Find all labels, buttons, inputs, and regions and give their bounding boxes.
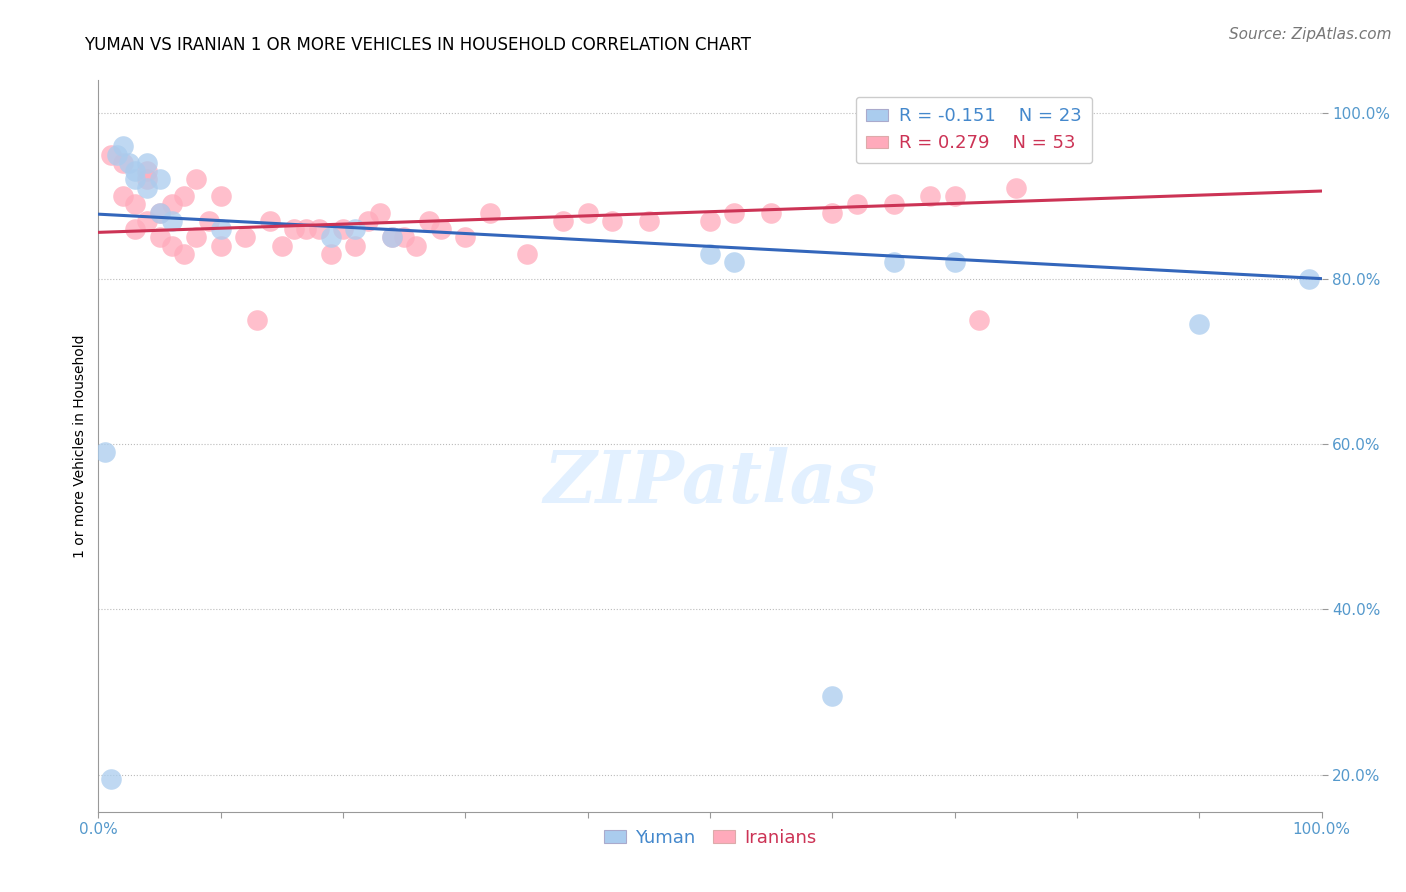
Point [332, 222, 354, 236]
Point [149, 172, 172, 186]
Point [1004, 180, 1026, 194]
Point [761, 205, 783, 219]
Point [405, 238, 427, 252]
Text: Source: ZipAtlas.com: Source: ZipAtlas.com [1229, 27, 1392, 42]
Point [270, 238, 294, 252]
Point [356, 214, 378, 228]
Legend: Yuman, Iranians: Yuman, Iranians [596, 822, 824, 854]
Point [233, 230, 256, 244]
Point [149, 205, 172, 219]
Point [283, 222, 305, 236]
Point [93, 445, 115, 459]
Point [197, 214, 219, 228]
Point [381, 230, 404, 244]
Point [124, 172, 146, 186]
Point [186, 172, 208, 186]
Point [111, 189, 134, 203]
Point [600, 214, 623, 228]
Point [454, 230, 477, 244]
Point [186, 230, 208, 244]
Point [209, 238, 232, 252]
Point [308, 222, 330, 236]
Point [209, 189, 232, 203]
Point [319, 247, 342, 261]
Text: ZIPatlas: ZIPatlas [543, 447, 877, 518]
Text: YUMAN VS IRANIAN 1 OR MORE VEHICLES IN HOUSEHOLD CORRELATION CHART: YUMAN VS IRANIAN 1 OR MORE VEHICLES IN H… [84, 36, 751, 54]
Point [344, 222, 367, 236]
Point [160, 197, 183, 211]
Point [381, 230, 404, 244]
Point [136, 180, 159, 194]
Point [553, 214, 575, 228]
Point [576, 205, 599, 219]
Point [209, 222, 232, 236]
Point [136, 156, 159, 170]
Point [883, 255, 905, 269]
Point [883, 197, 905, 211]
Point [111, 139, 134, 153]
Point [100, 772, 122, 786]
Point [723, 205, 745, 219]
Point [124, 197, 146, 211]
Point [160, 214, 183, 228]
Point [699, 214, 721, 228]
Point [392, 230, 416, 244]
Point [124, 222, 146, 236]
Point [478, 205, 501, 219]
Point [368, 205, 391, 219]
Point [723, 255, 745, 269]
Point [943, 255, 966, 269]
Point [105, 147, 128, 161]
Point [259, 214, 281, 228]
Point [246, 313, 269, 327]
Point [1188, 317, 1211, 331]
Point [295, 222, 318, 236]
Point [845, 197, 868, 211]
Point [173, 247, 195, 261]
Point [136, 164, 159, 178]
Point [821, 689, 844, 703]
Point [118, 156, 141, 170]
Point [344, 238, 367, 252]
Y-axis label: 1 or more Vehicles in Household: 1 or more Vehicles in Household [73, 334, 87, 558]
Point [967, 313, 990, 327]
Point [319, 230, 342, 244]
Point [136, 214, 159, 228]
Point [821, 205, 844, 219]
Point [136, 172, 159, 186]
Point [100, 147, 122, 161]
Point [111, 156, 134, 170]
Point [149, 230, 172, 244]
Point [149, 205, 172, 219]
Point [173, 189, 195, 203]
Point [699, 247, 721, 261]
Point [1298, 271, 1320, 285]
Point [515, 247, 537, 261]
Point [124, 164, 146, 178]
Point [637, 214, 661, 228]
Point [430, 222, 453, 236]
Point [160, 238, 183, 252]
Point [418, 214, 440, 228]
Point [920, 189, 942, 203]
Point [943, 189, 966, 203]
